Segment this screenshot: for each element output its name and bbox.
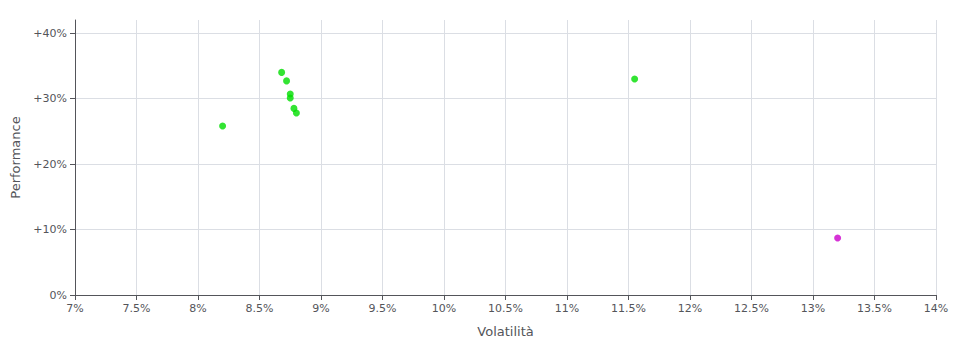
svg-text:9.5%: 9.5% <box>369 302 397 315</box>
svg-text:13.5%: 13.5% <box>857 302 892 315</box>
svg-text:10.5%: 10.5% <box>488 302 523 315</box>
svg-text:10%: 10% <box>432 302 456 315</box>
svg-text:11%: 11% <box>555 302 579 315</box>
svg-text:+30%: +30% <box>33 92 67 105</box>
svg-text:12%: 12% <box>678 302 702 315</box>
svg-text:13%: 13% <box>801 302 825 315</box>
svg-text:Volatilità: Volatilità <box>477 324 533 339</box>
svg-text:11.5%: 11.5% <box>611 302 646 315</box>
svg-text:Performance: Performance <box>8 116 23 198</box>
svg-text:8.5%: 8.5% <box>246 302 274 315</box>
svg-text:7.5%: 7.5% <box>123 302 151 315</box>
svg-text:8%: 8% <box>189 302 206 315</box>
svg-text:0%: 0% <box>50 289 67 302</box>
svg-text:+40%: +40% <box>33 27 67 40</box>
svg-text:12.5%: 12.5% <box>734 302 769 315</box>
svg-text:7%: 7% <box>66 302 83 315</box>
svg-text:14%: 14% <box>924 302 948 315</box>
svg-text:9%: 9% <box>312 302 329 315</box>
svg-text:+20%: +20% <box>33 158 67 171</box>
svg-text:+10%: +10% <box>33 223 67 236</box>
